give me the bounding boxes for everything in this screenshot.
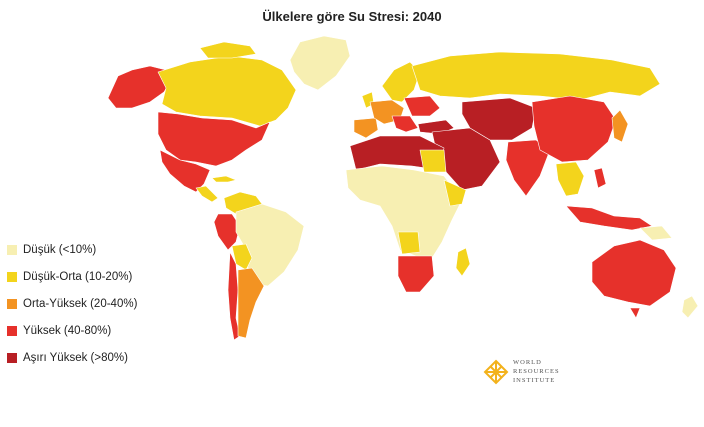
legend: Düşük (<10%) Düşük-Orta (10-20%) Orta-Yü… (7, 236, 137, 371)
legend-item-high: Yüksek (40-80%) (7, 317, 137, 344)
wri-logo-line-2: RESOURCES (513, 368, 560, 375)
legend-label-medium-high: Orta-Yüksek (20-40%) (23, 297, 138, 310)
region-bolivia-paraguay (231, 243, 253, 271)
region-usa (157, 111, 271, 167)
region-argentina (237, 267, 265, 339)
wri-logo-text: WORLD RESOURCES INSTITUTE (513, 358, 560, 385)
region-philippines (593, 167, 607, 189)
region-egypt (419, 149, 447, 173)
legend-label-low: Düşük (<10%) (23, 243, 97, 256)
legend-item-extremely-high: Aşırı Yüksek (>80%) (7, 344, 137, 371)
legend-swatch-medium-high (7, 298, 17, 309)
region-madagascar (455, 247, 471, 277)
region-new-zealand (681, 295, 699, 319)
legend-swatch-extremely-high (7, 352, 17, 363)
region-tasmania (629, 307, 641, 319)
wri-logo-line-1: WORLD (513, 359, 542, 366)
legend-label-low-medium: Düşük-Orta (10-20%) (23, 270, 133, 283)
legend-label-high: Yüksek (40-80%) (23, 324, 112, 337)
region-iberia (353, 117, 379, 139)
region-greenland (289, 35, 351, 91)
region-russia (411, 51, 661, 101)
region-indonesia (565, 205, 653, 231)
region-brazil (235, 203, 305, 287)
legend-label-extremely-high: Aşırı Yüksek (>80%) (23, 351, 128, 364)
legend-item-low: Düşük (<10%) (7, 236, 137, 263)
region-southern-africa (397, 255, 435, 293)
legend-swatch-high (7, 325, 17, 336)
legend-item-medium-high: Orta-Yüksek (20-40%) (7, 290, 137, 317)
region-canada-islands (199, 41, 257, 59)
region-iran-central-asia (461, 97, 537, 141)
region-horn-of-africa (443, 179, 467, 207)
wri-lattice-logo-icon (483, 359, 509, 384)
region-china-mongolia (531, 95, 617, 163)
region-eastern-europe (403, 95, 441, 117)
region-canada (157, 55, 297, 127)
legend-item-low-medium: Düşük-Orta (10-20%) (7, 263, 137, 290)
wri-logo-line-3: INSTITUTE (513, 377, 556, 384)
region-papua (639, 225, 673, 241)
region-angola (397, 231, 421, 255)
region-central-america (195, 185, 219, 203)
legend-swatch-low (7, 244, 17, 255)
region-southeast-asia (555, 161, 585, 197)
legend-swatch-low-medium (7, 271, 17, 282)
region-korea-japan (611, 109, 629, 143)
region-cuba (211, 175, 237, 183)
region-italy-balkans (391, 115, 419, 133)
map-title: Ülkelere göre Su Stresi: 2040 (262, 9, 442, 24)
wri-logo: WORLD RESOURCES INSTITUTE (483, 358, 560, 385)
region-australia (591, 239, 677, 307)
